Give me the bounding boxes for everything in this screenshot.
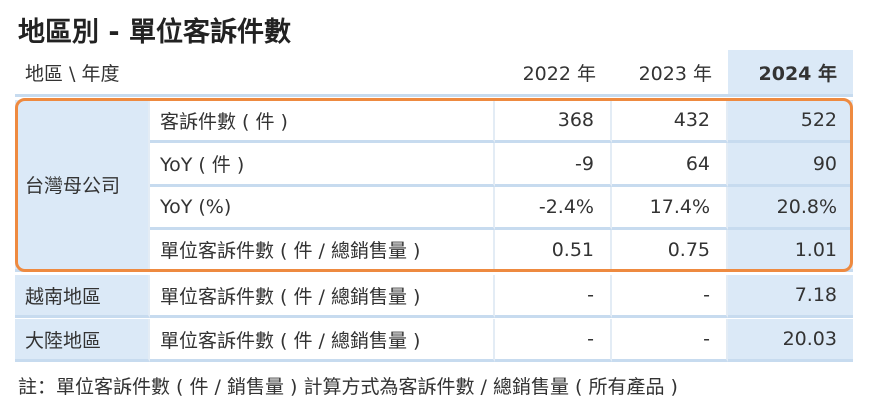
row-item: 單位客訴件數 ( 件 / 總銷售量 )	[150, 230, 495, 272]
row-value: 90	[728, 143, 853, 187]
row-value: 64	[612, 143, 728, 187]
row-value: 432	[612, 100, 728, 143]
row-item: 客訴件數 ( 件 )	[150, 100, 495, 143]
header-corner: 地區 \ 年度	[15, 50, 495, 97]
row-value: -	[495, 319, 612, 362]
row-value: 17.4%	[612, 187, 728, 230]
row-value: -	[495, 275, 612, 318]
row-value: -	[612, 275, 728, 318]
row-value: -9	[495, 143, 612, 187]
row-value: -	[612, 319, 728, 362]
row-value: 7.18	[728, 275, 853, 318]
row-item: 單位客訴件數 ( 件 / 總銷售量 )	[150, 275, 495, 318]
row-value: 20.8%	[728, 187, 853, 230]
row-item: 單位客訴件數 ( 件 / 總銷售量 )	[150, 319, 495, 362]
row-region: 越南地區	[15, 275, 150, 318]
footnote: 註：單位客訴件數 ( 件 / 銷售量 ) 計算方式為客訴件數 / 總銷售量 ( …	[18, 376, 678, 398]
row-region: 大陸地區	[15, 319, 150, 362]
row-value: 522	[728, 100, 853, 143]
header-year: 2023 年	[612, 50, 728, 97]
row-value: 1.01	[728, 230, 853, 272]
header-year: 2022 年	[495, 50, 612, 97]
row-value: 368	[495, 100, 612, 143]
row-item: YoY (%)	[150, 187, 495, 230]
row-value: 0.51	[495, 230, 612, 272]
title: 地區別 - 單位客訴件數	[18, 17, 292, 48]
row-region: 台灣母公司	[15, 100, 150, 272]
row-value: 0.75	[612, 230, 728, 272]
row-value: -2.4%	[495, 187, 612, 230]
row-value: 20.03	[728, 319, 853, 362]
header-year: 2024 年	[728, 50, 853, 97]
row-item: YoY ( 件 )	[150, 143, 495, 187]
